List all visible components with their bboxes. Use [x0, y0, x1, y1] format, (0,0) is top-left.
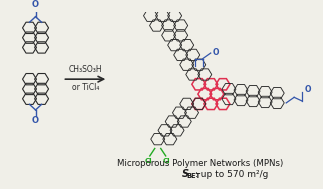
Text: Cl: Cl	[145, 158, 152, 164]
Text: Microporous Polymer Networks (MPNs): Microporous Polymer Networks (MPNs)	[117, 159, 283, 168]
Text: or TiCl₄: or TiCl₄	[72, 83, 99, 92]
Text: CH₃SO₃H: CH₃SO₃H	[68, 65, 102, 74]
Text: S: S	[182, 169, 189, 179]
Text: Cl: Cl	[163, 158, 171, 164]
Text: O: O	[32, 0, 39, 9]
Text: O: O	[213, 48, 219, 57]
Text: O: O	[32, 116, 39, 125]
Text: BET: BET	[186, 173, 200, 179]
Text: O: O	[304, 85, 311, 94]
Text: : up to 570 m²/g: : up to 570 m²/g	[195, 170, 268, 179]
